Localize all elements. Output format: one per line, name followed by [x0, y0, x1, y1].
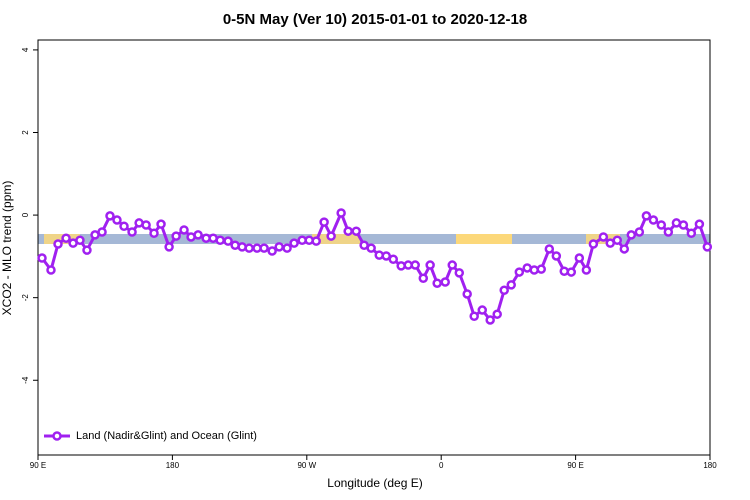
data-point: [193, 230, 203, 240]
data-point: [119, 221, 129, 231]
data-point: [694, 219, 705, 229]
ocean-band: [38, 234, 710, 244]
data-point: [641, 211, 652, 221]
data-point: [432, 278, 442, 288]
data-point: [678, 220, 689, 230]
data-point: [551, 251, 562, 261]
data-point: [514, 267, 525, 277]
data-point: [656, 220, 667, 230]
y-axis-label: XCO2 - MLO trend (ppm): [0, 181, 14, 316]
data-point: [127, 227, 137, 237]
data-point: [454, 268, 465, 278]
data-point: [410, 260, 420, 270]
data-point: [274, 242, 284, 252]
data-point: [215, 235, 225, 246]
x-tick-label: 180: [703, 461, 717, 470]
data-point: [544, 244, 555, 254]
data-point: [440, 277, 450, 287]
x-tick-label: 90 W: [297, 461, 316, 470]
data-point: [259, 243, 269, 253]
y-tick-label: 2: [21, 130, 30, 135]
chart-title: 0-5N May (Ver 10) 2015-01-01 to 2020-12-…: [223, 11, 527, 28]
data-point: [598, 232, 609, 242]
data-point: [244, 243, 254, 253]
y-tick-label: -4: [21, 376, 30, 384]
land-band: [312, 234, 360, 244]
data-point: [37, 253, 47, 263]
data-point: [626, 230, 637, 240]
data-point: [425, 260, 435, 270]
data-point: [343, 226, 353, 236]
data-point: [619, 244, 630, 254]
data-point: [663, 227, 674, 237]
series-line: [40, 209, 709, 323]
data-point: [648, 215, 659, 225]
data-point: [702, 242, 713, 252]
data-point: [336, 208, 346, 218]
data-point: [581, 265, 592, 275]
land-band: [456, 234, 512, 244]
y-tick-label: 0: [21, 212, 30, 217]
x-tick-label: 90 E: [567, 461, 583, 470]
data-point: [485, 315, 495, 325]
data-point: [141, 220, 151, 230]
data-point: [164, 242, 174, 252]
legend-swatch-point: [52, 431, 62, 441]
data-point: [112, 215, 122, 225]
data-point: [462, 289, 472, 299]
data-point: [289, 238, 299, 248]
data-point: [686, 228, 697, 239]
x-tick-label: 180: [166, 461, 180, 470]
data-point: [171, 231, 181, 241]
x-tick-label: 0: [439, 461, 444, 470]
data-point: [506, 280, 516, 290]
data-point: [282, 243, 292, 253]
data-point: [612, 235, 623, 246]
data-point: [418, 273, 429, 284]
data-point: [319, 217, 329, 227]
data-point: [267, 246, 277, 256]
data-point: [536, 264, 547, 274]
data-point: [97, 227, 107, 237]
data-point: [179, 225, 189, 235]
data-point: [366, 243, 376, 253]
data-point: [447, 260, 458, 270]
data-point: [477, 305, 488, 315]
y-tick-label: 4: [21, 47, 30, 52]
data-point: [499, 285, 509, 295]
x-axis-label: Longitude (deg E): [327, 476, 422, 490]
data-point: [311, 236, 321, 246]
data-point: [75, 235, 85, 246]
data-point: [61, 233, 71, 243]
data-point: [223, 236, 233, 246]
data-point: [469, 311, 479, 322]
data-point: [574, 253, 585, 263]
data-point: [326, 231, 336, 241]
data-point: [634, 227, 645, 237]
data-point: [156, 219, 166, 229]
data-point: [588, 239, 599, 249]
data-point: [82, 245, 92, 255]
legend-label: Land (Nadir&Glint) and Ocean (Glint): [76, 430, 257, 442]
data-point: [105, 211, 115, 221]
data-point: [351, 226, 361, 236]
data-point: [381, 251, 391, 261]
data-point: [149, 228, 159, 239]
x-tick-label: 90 E: [30, 461, 46, 470]
data-point: [566, 267, 577, 277]
data-point: [46, 265, 56, 275]
data-point: [53, 239, 63, 249]
data-point: [492, 309, 502, 319]
data-point: [388, 254, 399, 265]
y-tick-label: -2: [21, 294, 30, 302]
